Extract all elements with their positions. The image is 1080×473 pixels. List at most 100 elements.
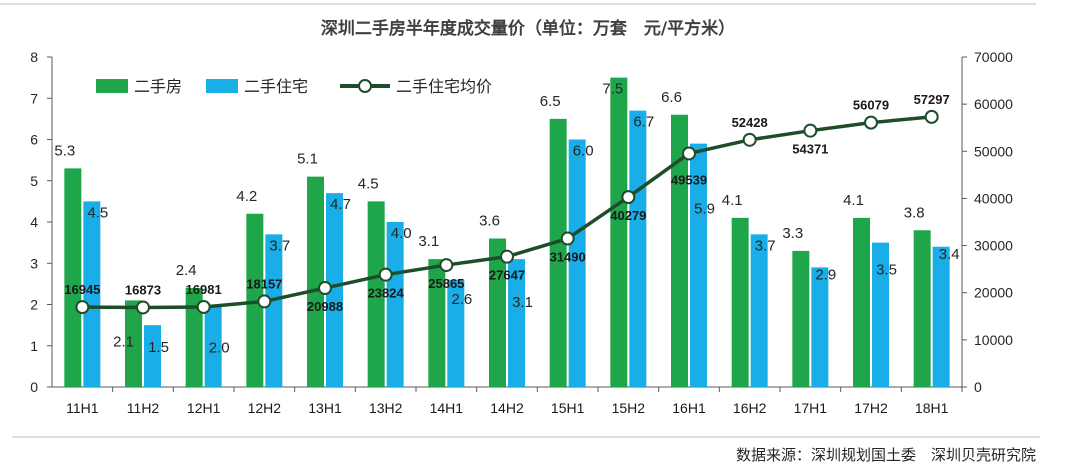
price-label: 40279 <box>610 208 646 223</box>
labels-layer: 5.3 4.5 2.1 1.5 2.4 2.0 4.2 3.7 5.1 4.7 4.5 4.0 3.1 2… <box>54 81 959 357</box>
bar-secondhand <box>489 238 506 387</box>
y-right-tick-label: 60000 <box>974 96 1013 112</box>
bar-label-secondhand: 6.5 <box>540 93 561 110</box>
bar-label-residential: 5.9 <box>694 201 715 218</box>
x-tick-label: 15H2 <box>612 400 646 416</box>
bar-secondhand <box>246 213 264 387</box>
price-marker <box>924 109 939 124</box>
axes: 0 1 2 3 4 5 6 7 8 0 10000 20000 30000 40000 50000 60000… <box>30 49 1013 416</box>
x-tick-label: 12H2 <box>248 400 282 416</box>
bar-residential <box>932 246 950 387</box>
price-marker <box>75 300 90 315</box>
price-label: 54371 <box>792 142 828 157</box>
y-left-tick-label: 8 <box>30 49 38 65</box>
bar-label-residential: 6.7 <box>633 114 654 131</box>
y-left-tick-label: 1 <box>30 338 38 354</box>
bar-residential <box>447 279 465 387</box>
bar-residential <box>83 201 101 387</box>
x-tick-label: 12H1 <box>187 400 221 416</box>
y-left-tick-label: 7 <box>30 90 38 106</box>
price-marker <box>803 123 818 138</box>
bar-secondhand <box>610 77 628 387</box>
bar-secondhand <box>913 230 931 387</box>
legend-swatch-residential <box>206 79 238 93</box>
bar-label-residential: 2.9 <box>815 266 836 283</box>
bar-residential <box>629 110 647 387</box>
y-left-tick-label: 5 <box>30 173 38 189</box>
bar-secondhand <box>125 300 142 387</box>
y-right-tick-label: 50000 <box>974 143 1013 159</box>
price-marker <box>257 294 272 309</box>
y-left-tick-label: 3 <box>30 255 38 271</box>
bar-label-secondhand: 3.6 <box>479 213 500 230</box>
bar-label-secondhand: 4.5 <box>358 175 379 192</box>
bar-secondhand <box>185 288 203 387</box>
x-tick-label: 11H2 <box>127 400 160 416</box>
price-label: 16873 <box>125 282 161 297</box>
bar-secondhand <box>307 176 324 387</box>
bar-label-residential: 2.6 <box>451 291 472 308</box>
bar-label-residential: 3.5 <box>876 262 897 279</box>
price-marker <box>439 258 454 273</box>
price-marker <box>682 146 696 161</box>
bar-secondhand <box>367 201 385 387</box>
y-left-tick-label: 6 <box>30 132 38 148</box>
line-layer <box>75 109 939 315</box>
price-marker <box>500 249 514 264</box>
bar-label-residential: 2.0 <box>209 340 230 357</box>
bar-label-secondhand: 5.1 <box>297 151 318 168</box>
bar-label-secondhand: 4.1 <box>843 192 864 209</box>
bar-secondhand <box>671 114 688 387</box>
y-left-tick-label: 0 <box>30 379 38 395</box>
source-note: 数据来源：深圳规划国土委 深圳贝壳研究院 <box>736 446 1036 464</box>
y-right-tick-label: 20000 <box>974 285 1013 301</box>
y-right-tick-label: 70000 <box>974 49 1013 65</box>
y-right-tick-label: 40000 <box>974 190 1013 206</box>
bar-label-secondhand: 7.5 <box>602 81 623 98</box>
bar-residential <box>204 304 222 387</box>
legend-marker-price <box>358 79 372 93</box>
bar-label-residential: 1.5 <box>148 339 169 356</box>
legend-swatch-secondhand <box>96 79 128 93</box>
bars-layer <box>64 77 950 387</box>
y-right-tick-label: 0 <box>974 379 982 395</box>
chart-title: 深圳二手房半年度成交量价（单位：万套 元/平方米） <box>321 18 735 39</box>
price-marker <box>742 132 757 147</box>
bar-label-secondhand: 3.1 <box>418 233 439 250</box>
x-tick-label: 13H2 <box>369 400 403 416</box>
x-tick-label: 14H1 <box>430 400 464 416</box>
bar-label-residential: 3.1 <box>512 294 533 311</box>
bar-label-secondhand: 4.1 <box>722 192 743 209</box>
price-marker <box>560 231 575 246</box>
bar-residential <box>265 234 283 387</box>
x-tick-label: 16H1 <box>672 400 706 416</box>
x-tick-label: 15H1 <box>551 400 585 416</box>
bar-label-residential: 3.7 <box>755 237 776 254</box>
x-tick-label: 16H2 <box>733 400 767 416</box>
x-tick-label: 11H1 <box>66 400 99 416</box>
price-marker <box>136 300 150 315</box>
bar-label-residential: 3.7 <box>269 237 290 254</box>
price-label: 31490 <box>550 250 586 265</box>
bar-residential <box>508 259 525 387</box>
bar-label-residential: 4.5 <box>87 204 108 221</box>
bar-label-secondhand: 2.1 <box>113 333 134 350</box>
bar-label-residential: 4.7 <box>330 196 351 213</box>
price-marker <box>621 190 636 205</box>
price-label: 18157 <box>246 276 282 291</box>
bar-label-secondhand: 5.3 <box>54 142 75 159</box>
y-right-tick-label: 10000 <box>974 332 1013 348</box>
price-marker <box>318 281 332 296</box>
bar-residential <box>811 267 829 387</box>
x-tick-label: 18H1 <box>915 400 949 416</box>
price-marker <box>196 299 211 314</box>
price-label: 25865 <box>428 276 464 291</box>
bar-label-residential: 3.4 <box>939 246 960 263</box>
legend-label-residential: 二手住宅 <box>244 77 308 96</box>
bar-label-secondhand: 6.6 <box>661 89 682 106</box>
price-label: 20988 <box>307 299 343 314</box>
bar-label-residential: 4.0 <box>391 225 412 242</box>
bar-label-secondhand: 3.3 <box>782 225 803 242</box>
bar-label-secondhand: 4.2 <box>236 188 257 205</box>
